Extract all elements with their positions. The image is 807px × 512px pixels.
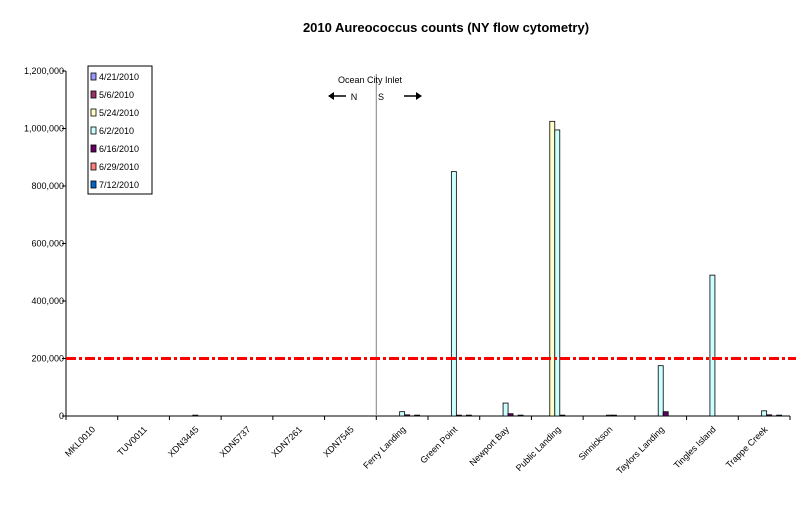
legend-swatch [90, 72, 97, 81]
y-tick-label: 1,200,000 [24, 66, 64, 76]
legend-label: 5/6/2010 [99, 90, 134, 100]
annotation-south: S [378, 92, 384, 102]
x-tick-label: XDN7545 [321, 424, 356, 459]
arrow-left-icon [328, 92, 346, 100]
y-tick-label: 400,000 [31, 296, 64, 306]
x-tick-label: Public Landing [514, 424, 563, 473]
bar [657, 365, 664, 417]
y-tick-label: 800,000 [31, 181, 64, 191]
bar [559, 414, 566, 417]
bar [766, 414, 773, 417]
bars [66, 120, 796, 417]
legend-swatch [90, 126, 97, 135]
bar [404, 414, 411, 417]
bar [761, 410, 768, 417]
x-tick-label: Sinnickson [577, 424, 615, 462]
legend-label: 6/2/2010 [99, 126, 134, 136]
x-tick-label: Taylors Landing [614, 424, 666, 476]
legend-label: 7/12/2010 [99, 180, 139, 190]
bar [606, 414, 612, 417]
bar [414, 414, 421, 417]
x-tick-label: XDN7261 [269, 424, 304, 459]
bar [517, 414, 524, 417]
bar [709, 274, 716, 417]
y-tick-label: 600,000 [31, 239, 64, 249]
y-tick-label: 1,000,000 [24, 124, 64, 134]
x-tick-label: MKL0010 [63, 424, 97, 458]
legend-label: 6/16/2010 [99, 144, 139, 154]
y-tick-label: 200,000 [31, 354, 64, 364]
annotation-north: N [351, 92, 358, 102]
legend-swatch [90, 162, 97, 171]
bar [455, 414, 462, 417]
bar [502, 402, 509, 417]
bar [399, 411, 406, 417]
legend-swatch [90, 144, 97, 153]
legend-label: 4/21/2010 [99, 72, 139, 82]
annotation-label: Ocean City Inlet [338, 75, 403, 85]
bar [776, 414, 783, 417]
bar [549, 120, 556, 417]
bar [465, 414, 472, 417]
bar [611, 414, 617, 417]
bar [507, 413, 514, 417]
legend-swatch [90, 108, 97, 117]
x-tick-label: Newport Bay [467, 424, 511, 468]
legend-swatch [90, 180, 97, 189]
ocean-city-inlet-annotation: Ocean City Inlet N S [328, 75, 422, 102]
legend-label: 5/24/2010 [99, 108, 139, 118]
legend: 4/21/2010 5/6/2010 5/24/2010 6/2/2010 6/16/2… [87, 65, 153, 195]
chart-title: 2010 Aureococcus counts (NY flow cytomet… [303, 20, 589, 35]
bar [554, 129, 561, 417]
x-tick-label: Tingles Island [672, 424, 718, 470]
x-tick-label: XDN5737 [218, 424, 253, 459]
bar [192, 414, 199, 417]
x-tick-label: XDN3445 [166, 424, 201, 459]
arrow-right-icon [404, 92, 422, 100]
bar [450, 171, 457, 417]
x-tick-label: Ferry Landing [361, 424, 407, 470]
legend-label: 6/29/2010 [99, 162, 139, 172]
x-tick-label: Green Point [418, 424, 459, 465]
x-tick-label: Trappe Creek [724, 424, 770, 470]
x-tick-label: TUV0011 [115, 424, 148, 457]
legend-swatch [90, 90, 97, 99]
bar [662, 411, 669, 417]
y-tick-label: 0 [59, 411, 64, 421]
legend-box [87, 65, 153, 195]
